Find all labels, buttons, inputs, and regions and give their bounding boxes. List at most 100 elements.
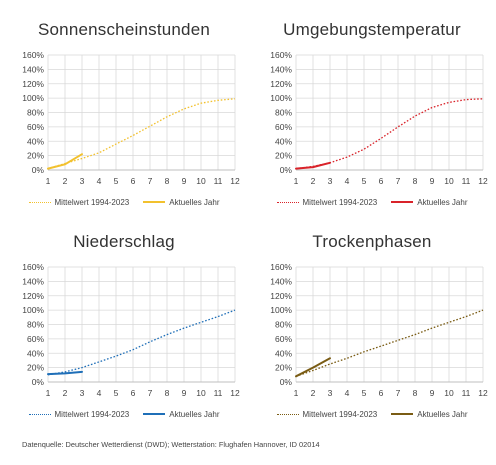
y-tick-label: 140% bbox=[22, 64, 44, 74]
x-tick-label: 6 bbox=[131, 176, 136, 186]
legend-item-mean: Mittelwert 1994-2023 bbox=[28, 197, 130, 207]
y-tick-label: 0% bbox=[32, 377, 45, 387]
legend-item-mean: Mittelwert 1994-2023 bbox=[28, 409, 130, 419]
y-tick-label: 120% bbox=[22, 79, 44, 89]
series-line-mean bbox=[295, 309, 484, 377]
chart-title: Niederschlag bbox=[73, 232, 175, 251]
x-tick-label: 9 bbox=[182, 388, 187, 398]
x-tick-label: 11 bbox=[214, 388, 223, 398]
legend-item-mean: Mittelwert 1994-2023 bbox=[276, 410, 377, 419]
y-tick-label: 120% bbox=[270, 291, 292, 301]
x-tick-label: 3 bbox=[80, 176, 85, 186]
y-tick-label: 140% bbox=[22, 276, 44, 286]
chart-title: Trockenphasen bbox=[312, 232, 432, 251]
y-tick-label: 120% bbox=[22, 291, 44, 301]
x-tick-label: 5 bbox=[114, 176, 119, 186]
chart-legend: Mittelwert 1994-2023 Aktuelles Jahr bbox=[248, 407, 496, 421]
series-line-mean bbox=[295, 98, 484, 170]
y-tick-label: 160% bbox=[270, 262, 292, 272]
chart-legend: Mittelwert 1994-2023 Aktuelles Jahr bbox=[248, 195, 496, 209]
chart-plot: 0%20%40%60%80%100%120%140%160%1 2 3 4 5 6 7 8 9 1… bbox=[270, 50, 488, 186]
y-tick-label: 40% bbox=[275, 348, 292, 358]
x-tick-label: 10 bbox=[444, 388, 454, 398]
x-tick-label: 12 bbox=[478, 176, 488, 186]
x-tick-label: 11 bbox=[214, 176, 223, 186]
x-tick-label: 2 bbox=[63, 176, 68, 186]
x-tick-label: 5 bbox=[362, 176, 367, 186]
x-tick-label: 1 bbox=[294, 388, 299, 398]
x-tick-label: 3 bbox=[328, 176, 333, 186]
y-tick-label: 40% bbox=[27, 348, 44, 358]
legend-swatch-current bbox=[391, 201, 414, 203]
x-tick-label: 1 bbox=[294, 176, 299, 186]
y-tick-label: 120% bbox=[270, 79, 292, 89]
x-tick-label: 8 bbox=[165, 388, 170, 398]
series-line-current bbox=[47, 370, 83, 376]
x-tick-label: 6 bbox=[379, 388, 384, 398]
x-tick-label: 10 bbox=[196, 176, 206, 186]
series-line-mean bbox=[47, 309, 236, 376]
legend-label-current: Aktuelles Jahr bbox=[169, 197, 220, 207]
x-tick-label: 2 bbox=[311, 388, 316, 398]
legend-swatch-current bbox=[143, 413, 166, 415]
x-tick-label: 7 bbox=[396, 176, 401, 186]
legend-swatch-mean bbox=[28, 413, 51, 415]
y-tick-label: 140% bbox=[270, 276, 292, 286]
legend-item-current: Aktuelles Jahr bbox=[391, 410, 467, 419]
y-tick-label: 60% bbox=[27, 122, 44, 132]
y-tick-label: 100% bbox=[22, 93, 44, 103]
legend-item-current: Aktuelles Jahr bbox=[143, 198, 219, 207]
x-tick-label: 5 bbox=[114, 388, 119, 398]
legend-label-mean: Mittelwert 1994-2023 bbox=[54, 197, 130, 207]
legend-label-current: Aktuelles Jahr bbox=[169, 409, 220, 419]
legend-swatch-mean bbox=[276, 201, 299, 203]
x-tick-label: 12 bbox=[478, 388, 488, 398]
x-tick-label: 11 bbox=[462, 388, 471, 398]
y-tick-label: 20% bbox=[275, 363, 292, 373]
chart-legend: Mittelwert 1994-2023 Aktuelles Jahr bbox=[0, 195, 248, 209]
x-tick-label: 1 bbox=[46, 176, 51, 186]
legend-label-mean: Mittelwert 1994-2023 bbox=[54, 409, 130, 419]
x-tick-label: 7 bbox=[148, 388, 153, 398]
x-tick-label: 6 bbox=[379, 176, 384, 186]
chart-plot: 0%20%40%60%80%100%120%140%160%1 2 3 4 5 6 7 8 9 1… bbox=[270, 262, 488, 398]
y-tick-label: 80% bbox=[275, 108, 292, 118]
x-tick-label: 12 bbox=[230, 388, 240, 398]
x-tick-label: 5 bbox=[362, 388, 367, 398]
x-tick-label: 8 bbox=[413, 388, 418, 398]
x-tick-label: 4 bbox=[97, 388, 102, 398]
y-tick-label: 80% bbox=[27, 108, 44, 118]
x-tick-label: 10 bbox=[196, 388, 206, 398]
y-tick-label: 140% bbox=[270, 64, 292, 74]
y-tick-label: 0% bbox=[32, 165, 45, 175]
y-tick-label: 100% bbox=[22, 305, 44, 315]
y-tick-label: 60% bbox=[27, 334, 44, 344]
y-tick-label: 40% bbox=[27, 136, 44, 146]
y-tick-label: 160% bbox=[22, 262, 44, 272]
legend-label-current: Aktuelles Jahr bbox=[417, 409, 468, 419]
y-tick-label: 100% bbox=[270, 305, 292, 315]
y-tick-label: 160% bbox=[22, 50, 44, 60]
chart-title: Umgebungstemperatur bbox=[283, 20, 461, 39]
y-tick-label: 60% bbox=[275, 122, 292, 132]
series-line-current bbox=[295, 357, 331, 378]
y-tick-label: 80% bbox=[27, 320, 44, 330]
series-line-current bbox=[295, 161, 331, 170]
data-source-note: Datenquelle: Deutscher Wetterdienst (DWD… bbox=[22, 440, 320, 449]
legend-swatch-mean bbox=[276, 413, 299, 415]
x-tick-label: 10 bbox=[444, 176, 454, 186]
legend-label-current: Aktuelles Jahr bbox=[417, 197, 468, 207]
y-tick-label: 100% bbox=[270, 93, 292, 103]
legend-swatch-current bbox=[143, 201, 166, 203]
x-tick-label: 7 bbox=[396, 388, 401, 398]
y-tick-label: 20% bbox=[27, 363, 44, 373]
x-tick-label: 2 bbox=[311, 176, 316, 186]
legend-item-mean: Mittelwert 1994-2023 bbox=[276, 198, 377, 207]
chart-title: Sonnenscheinstunden bbox=[37, 20, 211, 39]
legend-swatch-current bbox=[391, 413, 414, 415]
x-tick-label: 2 bbox=[63, 388, 68, 398]
x-tick-label: 4 bbox=[345, 176, 350, 186]
y-tick-label: 80% bbox=[275, 320, 292, 330]
chart-panel-trockenphasen: Trockenphasen 0% 20% 40% 60% 80% 100% 120% 140%… bbox=[248, 212, 496, 422]
x-tick-label: 4 bbox=[97, 176, 102, 186]
